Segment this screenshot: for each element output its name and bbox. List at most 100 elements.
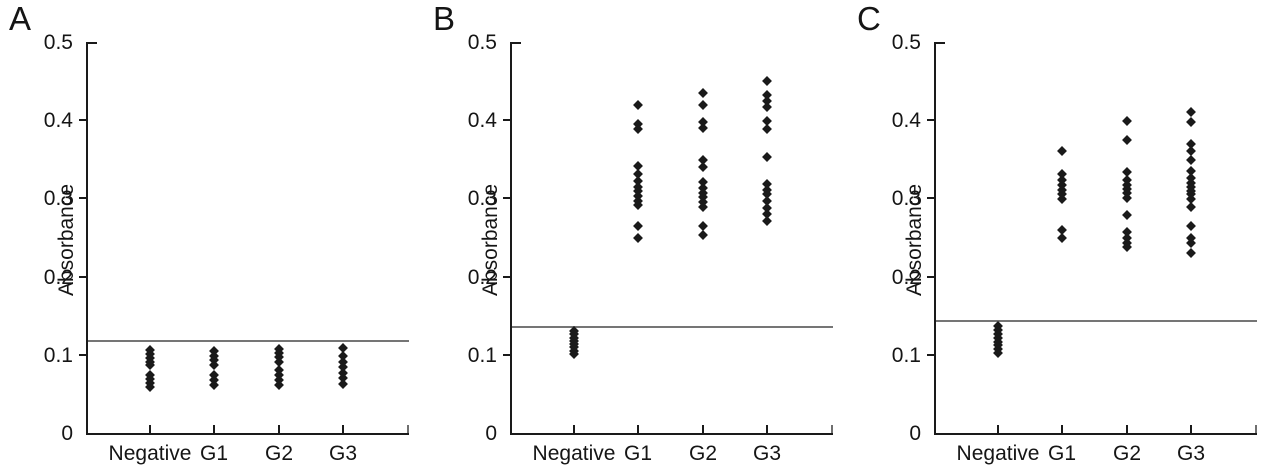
x-tick — [342, 425, 344, 433]
y-tick-label: 0.4 — [43, 109, 73, 133]
panel-label-a: A — [9, 0, 32, 37]
panel-label-c: C — [857, 0, 882, 37]
y-tick — [503, 275, 510, 278]
data-point — [633, 220, 643, 231]
data-point — [633, 99, 643, 110]
x-axis — [86, 433, 409, 435]
x-tick — [278, 425, 280, 433]
data-point — [1186, 220, 1196, 231]
cutoff-line — [88, 339, 409, 342]
x-axis-end-tick — [407, 425, 409, 433]
panel-b: B Absorbance 0 0.1 0.2 0.3 0.4 0.5 Negative G1 G… — [424, 0, 848, 473]
y-tick-label: 0.4 — [467, 109, 497, 133]
data-point — [1186, 107, 1196, 118]
y-tick-label: 0.5 — [43, 31, 73, 54]
x-tick-label: G1 — [623, 442, 652, 465]
data-point — [762, 123, 772, 134]
y-axis — [510, 42, 512, 435]
y-axis — [86, 42, 88, 435]
data-point — [698, 162, 708, 173]
data-point — [1186, 202, 1196, 212]
y-tick-label: 0 — [61, 422, 73, 445]
y-tick-label: 0.3 — [467, 187, 497, 211]
y-tick-label: 0.2 — [467, 265, 497, 289]
x-tick — [213, 425, 215, 433]
y-tick — [79, 275, 86, 278]
x-tick — [766, 425, 768, 433]
data-point — [1186, 248, 1196, 259]
y-tick — [79, 197, 86, 200]
y-tick-label: 0.1 — [467, 343, 497, 367]
y-axis — [934, 42, 936, 435]
data-point — [1057, 146, 1067, 157]
panel-label-b: B — [433, 0, 456, 37]
y-tick — [927, 119, 934, 122]
x-tick — [997, 425, 999, 433]
x-tick-label: G3 — [752, 442, 781, 465]
x-tick-label: Negative — [108, 442, 192, 465]
data-point — [762, 76, 772, 87]
data-point — [1057, 232, 1067, 243]
x-tick — [1126, 425, 1128, 433]
y-tick-label: 0.3 — [43, 187, 73, 211]
x-tick-label: Negative — [956, 442, 1040, 465]
data-point — [633, 232, 643, 243]
data-point — [698, 230, 708, 241]
panel-c: C Absorbance 0 0.1 0.2 0.3 0.4 0.5 Negative G1 G… — [848, 0, 1272, 473]
y-tick — [503, 119, 510, 122]
x-tick-label: G2 — [1112, 442, 1141, 465]
y-tick — [927, 197, 934, 200]
y-tick — [927, 353, 934, 356]
data-point — [762, 152, 772, 162]
y-axis-top-tick — [936, 42, 945, 44]
y-axis-top-tick — [512, 42, 521, 44]
y-tick-label: 0.5 — [467, 31, 497, 54]
x-tick-label: G2 — [264, 442, 293, 465]
plot-area: 0 0.1 0.2 0.3 0.4 0.5 Negative G1 G2 G3 — [848, 0, 1272, 473]
x-tick — [702, 425, 704, 433]
x-tick — [573, 425, 575, 433]
x-tick — [1061, 425, 1063, 433]
x-tick — [637, 425, 639, 433]
cutoff-line — [512, 325, 833, 328]
data-point — [1122, 193, 1132, 204]
y-tick — [503, 197, 510, 200]
y-tick — [927, 275, 934, 278]
x-tick-label: G3 — [328, 442, 357, 465]
y-tick — [79, 353, 86, 356]
data-point — [698, 123, 708, 133]
panel-a: A Absorbance 0 0.1 0.2 0.3 0.4 0.5 Negative G1 G… — [0, 0, 424, 473]
y-tick — [79, 119, 86, 122]
y-tick-label: 0.5 — [891, 31, 921, 54]
x-axis — [510, 433, 833, 435]
data-point — [762, 216, 772, 227]
x-tick-label: G3 — [1176, 442, 1205, 465]
x-tick-label: G1 — [199, 442, 228, 465]
y-tick-label: 0.3 — [891, 187, 921, 211]
y-tick-label: 0.4 — [891, 109, 921, 133]
data-point — [698, 87, 708, 98]
x-tick — [1190, 425, 1192, 433]
data-point — [1186, 155, 1196, 166]
cutoff-line — [936, 320, 1257, 323]
data-point — [1186, 116, 1196, 127]
x-axis — [934, 433, 1257, 435]
y-tick-label: 0 — [909, 422, 921, 445]
data-point — [1122, 134, 1132, 145]
y-tick-label: 0.2 — [43, 265, 73, 289]
x-axis-end-tick — [1255, 425, 1257, 433]
data-point — [1122, 209, 1132, 220]
y-tick-label: 0.1 — [43, 343, 73, 367]
x-tick — [149, 425, 151, 433]
x-tick-label: G1 — [1047, 442, 1076, 465]
y-axis-top-tick — [88, 42, 97, 44]
x-axis-end-tick — [831, 425, 833, 433]
y-tick-label: 0.2 — [891, 265, 921, 289]
y-tick-label: 0 — [485, 422, 497, 445]
plot-area: 0 0.1 0.2 0.3 0.4 0.5 Negative G1 G2 G3 — [424, 0, 848, 473]
data-point — [698, 99, 708, 110]
data-point — [698, 202, 708, 212]
plot-area: 0 0.1 0.2 0.3 0.4 0.5 Negative G1 G2 G3 — [0, 0, 424, 473]
x-tick-label: Negative — [532, 442, 616, 465]
